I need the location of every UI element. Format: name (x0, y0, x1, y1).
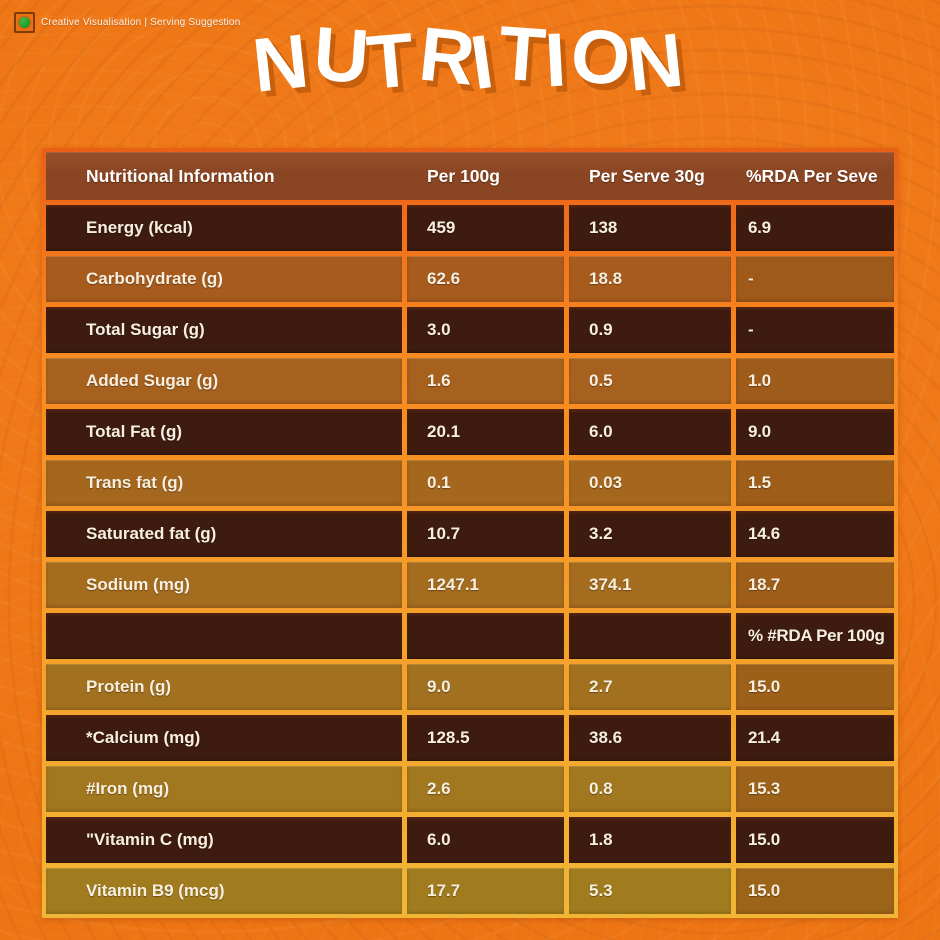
row-label-cell: Energy (kcal) (46, 205, 402, 251)
row-label-cell: Carbohydrate (g) (46, 256, 402, 302)
column-header-0: Nutritional Information (86, 165, 275, 186)
rda-cell: 15.3 (736, 766, 894, 812)
row-label-cell: Total Fat (g) (46, 409, 402, 455)
rda-cell: 6.9 (736, 205, 894, 251)
row-label-cell: Added Sugar (g) (46, 358, 402, 404)
per-100g-cell: 1247.1 (407, 562, 564, 608)
rda-cell: 15.0 (736, 868, 894, 914)
per-serve-cell: 5.3 (569, 868, 731, 914)
rda-cell: - (736, 307, 894, 353)
per-serve-cell: 374.1 (569, 562, 731, 608)
row-label-cell: Trans fat (g) (46, 460, 402, 506)
row-label-cell: Saturated fat (g) (46, 511, 402, 557)
per-serve-cell: 0.9 (569, 307, 731, 353)
rda-cell: 18.7 (736, 562, 894, 608)
per-100g-cell: 459 (407, 205, 564, 251)
per-100g-cell: 9.0 (407, 664, 564, 710)
rda-cell: 1.5 (736, 460, 894, 506)
per-100g-cell: 3.0 (407, 307, 564, 353)
row-label-cell: Vitamin B9 (mcg) (46, 868, 402, 914)
column-header-2: Per Serve 30g (589, 165, 705, 186)
page-title: NUTRITION (248, 10, 688, 109)
per-serve-cell: 0.03 (569, 460, 731, 506)
rda-cell: 21.4 (736, 715, 894, 761)
nutrition-table: Nutritional Information Per 100g Per Serve… (42, 148, 898, 918)
per-serve-cell: 138 (569, 205, 731, 251)
table-header-row: Nutritional Information Per 100g Per Serve… (46, 152, 894, 200)
per-100g-cell: 2.6 (407, 766, 564, 812)
row-label-cell: "Vitamin C (mg) (46, 817, 402, 863)
per-100g-cell: 1.6 (407, 358, 564, 404)
tagline: Creative Visualisation | Serving Suggest… (41, 17, 241, 28)
row-label-cell: Total Sugar (g) (46, 307, 402, 353)
column-header-3: %RDA Per Seve (746, 165, 878, 186)
row-label-cell (46, 613, 402, 659)
per-serve-cell: 3.2 (569, 511, 731, 557)
per-100g-cell (407, 613, 564, 659)
per-serve-cell (569, 613, 731, 659)
per-100g-cell: 0.1 (407, 460, 564, 506)
row-label-cell: *Calcium (mg) (46, 715, 402, 761)
per-serve-cell: 18.8 (569, 256, 731, 302)
per-serve-cell: 0.5 (569, 358, 731, 404)
per-serve-cell: 1.8 (569, 817, 731, 863)
per-100g-cell: 20.1 (407, 409, 564, 455)
per-100g-cell: 62.6 (407, 256, 564, 302)
rda-cell: 14.6 (736, 511, 894, 557)
rda-cell: 15.0 (736, 664, 894, 710)
per-100g-cell: 6.0 (407, 817, 564, 863)
per-serve-cell: 38.6 (569, 715, 731, 761)
per-100g-cell: 128.5 (407, 715, 564, 761)
rda-cell: 9.0 (736, 409, 894, 455)
rda-cell: 15.0 (736, 817, 894, 863)
column-header-1: Per 100g (427, 165, 500, 186)
rda-cell: % #RDA Per 100g (736, 613, 894, 659)
per-100g-cell: 10.7 (407, 511, 564, 557)
per-serve-cell: 6.0 (569, 409, 731, 455)
veg-dot-icon (19, 17, 30, 28)
veg-symbol-icon (14, 12, 35, 33)
per-serve-cell: 0.8 (569, 766, 731, 812)
rda-cell: 1.0 (736, 358, 894, 404)
rda-cell: - (736, 256, 894, 302)
per-serve-cell: 2.7 (569, 664, 731, 710)
per-100g-cell: 17.7 (407, 868, 564, 914)
row-label-cell: Sodium (mg) (46, 562, 402, 608)
row-label-cell: Protein (g) (46, 664, 402, 710)
row-label-cell: #Iron (mg) (46, 766, 402, 812)
